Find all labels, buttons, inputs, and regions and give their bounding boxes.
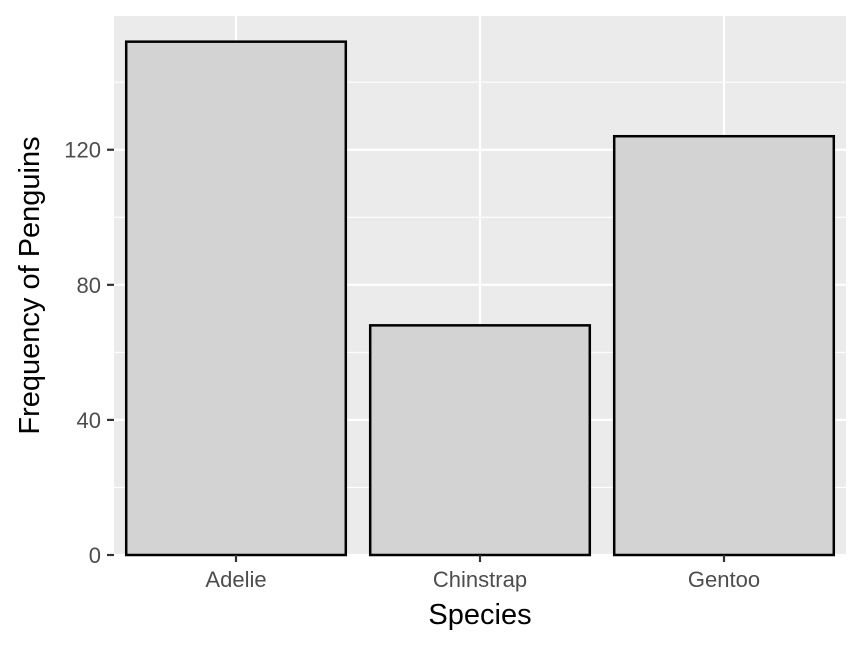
x-axis: Adelie Chinstrap Gentoo [205, 555, 760, 592]
bar-adelie [124, 40, 348, 557]
x-tick-label-adelie: Adelie [205, 567, 266, 592]
y-tick-label: 120 [64, 138, 101, 163]
y-tick-label: 0 [89, 543, 101, 568]
x-tick-label-chinstrap: Chinstrap [433, 567, 527, 592]
y-axis: 0 40 80 120 [64, 138, 114, 568]
bar-chinstrap [368, 324, 592, 557]
y-tick-label: 40 [77, 408, 101, 433]
x-tick-label-gentoo: Gentoo [688, 567, 760, 592]
y-axis-title: Frequency of Penguins [14, 136, 46, 434]
bar-gentoo [612, 134, 836, 557]
bars-group [124, 40, 836, 557]
x-axis-title: Species [428, 599, 531, 631]
y-tick-label: 80 [77, 273, 101, 298]
